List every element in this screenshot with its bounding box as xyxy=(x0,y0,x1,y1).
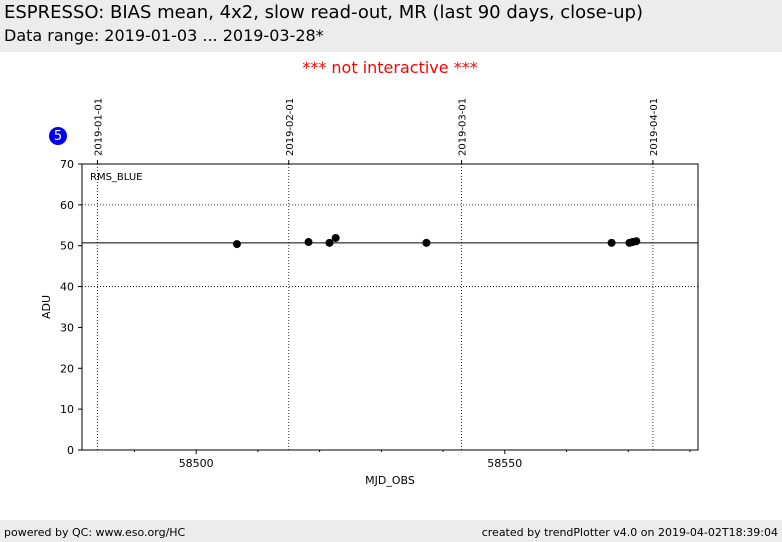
y-tick-label: 50 xyxy=(60,240,74,253)
header-band xyxy=(0,0,782,52)
data-point xyxy=(607,238,616,247)
top-tick-label: 2019-02-01 xyxy=(285,98,296,156)
series-label: RMS_BLUE xyxy=(90,172,143,183)
y-tick-label: 40 xyxy=(60,281,74,294)
top-tick-label: 2019-04-01 xyxy=(649,98,660,156)
x-tick-label: 58550 xyxy=(487,457,522,470)
data-point xyxy=(422,238,431,247)
x-axis-label: MJD_OBS xyxy=(365,474,415,487)
badge xyxy=(49,127,67,145)
footer-left: powered by QC: www.eso.org/HC xyxy=(4,526,186,539)
title: ESPRESSO: BIAS mean, 4x2, slow read-out,… xyxy=(4,2,643,23)
data-point xyxy=(331,233,340,242)
plot-frame xyxy=(81,163,699,451)
y-tick-label: 70 xyxy=(60,158,74,171)
y-tick-label: 0 xyxy=(67,444,74,457)
data-point xyxy=(232,240,241,249)
data-point xyxy=(632,237,641,246)
subtitle: Data range: 2019-01-03 ... 2019-03-28* xyxy=(4,26,324,45)
data-point xyxy=(304,238,313,247)
y-tick-label: 30 xyxy=(60,321,74,334)
y-tick-label: 60 xyxy=(60,199,74,212)
x-tick-label: 58500 xyxy=(179,457,214,470)
top-tick-label: 2019-03-01 xyxy=(458,98,469,156)
badge-label: 5 xyxy=(54,129,62,144)
y-tick-label: 20 xyxy=(60,362,74,375)
data-point xyxy=(325,238,334,247)
y-tick-label: 10 xyxy=(60,403,74,416)
top-tick-label: 2019-01-01 xyxy=(93,98,104,156)
y-axis-label: ADU xyxy=(40,295,53,319)
footer-band xyxy=(0,520,782,542)
notice: *** not interactive *** xyxy=(302,58,477,77)
footer-right: created by trendPlotter v4.0 on 2019-04-… xyxy=(482,526,778,539)
